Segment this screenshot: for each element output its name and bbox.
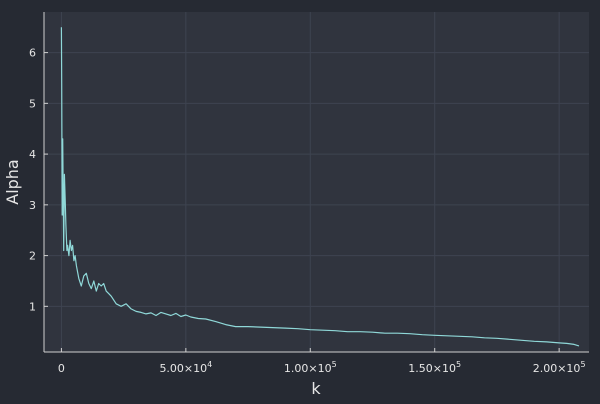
y-tick-label: 5 bbox=[29, 97, 36, 110]
series-group bbox=[60, 27, 580, 347]
plot-area bbox=[44, 12, 589, 352]
y-tick-label: 4 bbox=[29, 148, 36, 161]
x-axis-label: k bbox=[311, 379, 321, 398]
y-tick-label: 1 bbox=[29, 300, 36, 313]
y-tick-label: 6 bbox=[29, 47, 36, 60]
series-line bbox=[60, 27, 580, 347]
y-tick-label: 3 bbox=[29, 199, 36, 212]
x-tick-labels: 0 5.00×104 1.00×105 1.50×105 2.00×105 bbox=[58, 360, 586, 375]
x-tick-label: 1.00×105 bbox=[284, 360, 337, 375]
grid bbox=[44, 12, 589, 352]
x-tick-label: 1.50×105 bbox=[408, 360, 461, 375]
axes bbox=[43, 12, 589, 353]
y-tick-label: 2 bbox=[29, 250, 36, 263]
y-tick-labels: 1 2 3 4 5 6 bbox=[29, 47, 36, 314]
y-axis-label: Alpha bbox=[3, 159, 22, 205]
x-tick-label: 2.00×105 bbox=[533, 360, 586, 375]
x-tick-label: 0 bbox=[58, 362, 65, 375]
x-tick-label: 5.00×104 bbox=[159, 360, 212, 375]
